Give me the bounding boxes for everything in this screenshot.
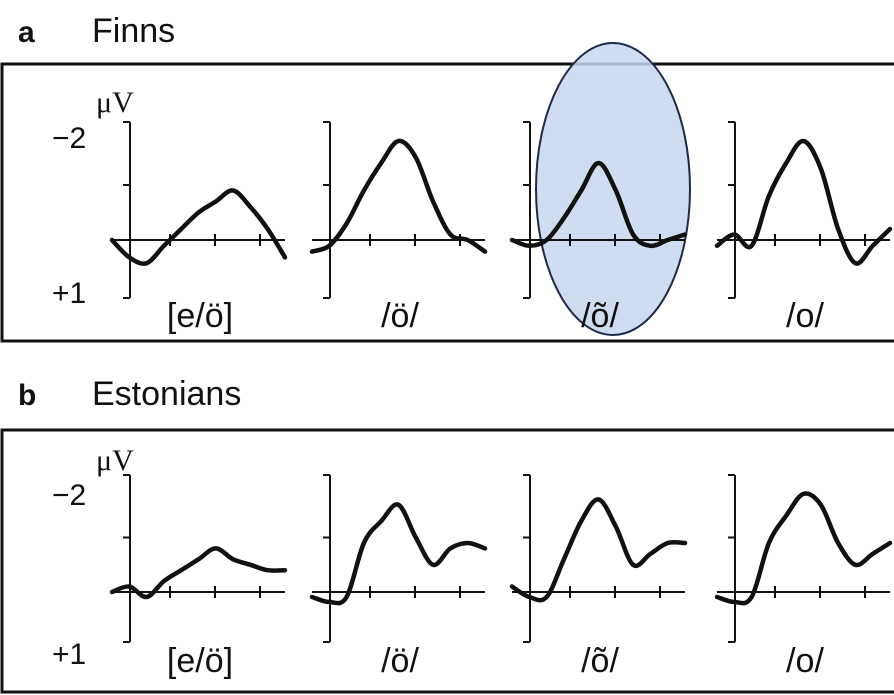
subplot-b-2: /õ/ (509, 474, 688, 680)
waveform-b-3 (714, 491, 893, 606)
stimulus-label: [e/ö] (167, 297, 233, 335)
waveform-a-2 (509, 160, 688, 249)
stimulus-label: [e/ö] (167, 642, 233, 680)
plots-layer: [e/ö] /ö/ /õ/ /o/ [e/ö] /ö/ /õ/ /o/ (109, 121, 893, 680)
y-tick-top-b: −2 (52, 479, 86, 512)
panel-title-a: Finns (92, 12, 175, 50)
subplot-a-3: /o/ (714, 121, 893, 335)
subplot-a-2: /õ/ (509, 121, 688, 335)
subplot-b-1: /ö/ (309, 474, 488, 680)
waveform-a-0 (109, 188, 288, 266)
stimulus-label: /o/ (786, 297, 824, 335)
panel-letter-a: a (18, 16, 35, 49)
y-unit-label-b: μV (96, 444, 134, 477)
stimulus-label: /o/ (786, 642, 824, 680)
subplot-b-0: [e/ö] (109, 474, 288, 680)
waveform-b-1 (309, 502, 488, 606)
waveform-b-2 (509, 497, 688, 603)
waveform-a-1 (309, 138, 488, 254)
stimulus-label: /õ/ (581, 297, 619, 335)
panel-frame-b (0, 428, 894, 694)
y-unit-label-a: μV (96, 86, 134, 119)
y-tick-bottom-a: +1 (52, 277, 86, 310)
panel-letter-b: b (18, 379, 36, 412)
panel-frame-a (0, 62, 894, 343)
y-tick-bottom-b: +1 (52, 638, 86, 671)
panel-title-b: Estonians (92, 375, 241, 413)
y-tick-top-a: −2 (52, 122, 86, 155)
waveform-b-0 (109, 546, 288, 600)
stimulus-label: /õ/ (581, 642, 619, 680)
stimulus-label: /ö/ (381, 642, 419, 680)
subplot-a-0: [e/ö] (109, 121, 288, 335)
waveform-a-3 (714, 138, 893, 266)
stimulus-label: /ö/ (381, 297, 419, 335)
subplot-a-1: /ö/ (309, 121, 488, 335)
subplot-b-3: /o/ (714, 474, 893, 680)
